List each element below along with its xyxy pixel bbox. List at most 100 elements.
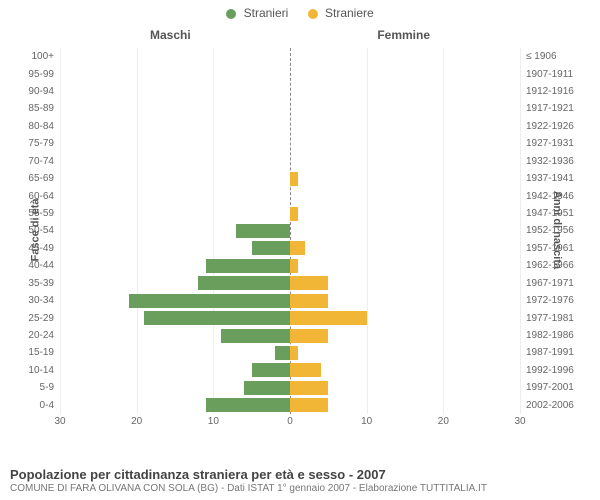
chart-subtitle: COMUNE DI FARA OLIVANA CON SOLA (BG) - D…	[10, 483, 590, 494]
birth-label: 1977-1981	[520, 313, 574, 324]
bar-male	[252, 241, 290, 255]
bar-female	[290, 329, 328, 343]
plot-area: 100+≤ 190695-991907-191190-941912-191685…	[60, 48, 520, 414]
bar-female	[290, 346, 298, 360]
row: 10-141992-1996	[60, 362, 520, 379]
birth-label: 1912-1916	[520, 86, 574, 97]
bar-male	[206, 259, 290, 273]
row: 75-791927-1931	[60, 135, 520, 152]
row: 85-891917-1921	[60, 100, 520, 117]
row: 40-441962-1966	[60, 257, 520, 274]
birth-label: 1927-1931	[520, 138, 574, 149]
legend-label-male: Stranieri	[244, 6, 289, 20]
birth-label: 1952-1956	[520, 225, 574, 236]
birth-label: 1922-1926	[520, 121, 574, 132]
age-label: 95-99	[28, 69, 60, 80]
bar-male	[129, 294, 290, 308]
age-label: 70-74	[28, 156, 60, 167]
age-label: 75-79	[28, 138, 60, 149]
age-label: 25-29	[28, 313, 60, 324]
bar-female	[290, 398, 328, 412]
x-tick: 10	[361, 416, 372, 427]
row: 35-391967-1971	[60, 275, 520, 292]
age-label: 55-59	[28, 208, 60, 219]
birth-label: 1972-1976	[520, 295, 574, 306]
age-label: 20-24	[28, 330, 60, 341]
age-label: 60-64	[28, 191, 60, 202]
age-label: 35-39	[28, 278, 60, 289]
legend-label-female: Straniere	[325, 6, 374, 20]
bar-female	[290, 207, 298, 221]
bar-female	[290, 311, 367, 325]
x-axis: 3020100102030	[60, 416, 520, 430]
age-label: 0-4	[40, 400, 60, 411]
age-label: 15-19	[28, 347, 60, 358]
birth-label: 1947-1951	[520, 208, 574, 219]
row: 50-541952-1956	[60, 222, 520, 239]
bar-male	[144, 311, 290, 325]
bar-male	[206, 398, 290, 412]
bar-male	[198, 276, 290, 290]
birth-label: 2002-2006	[520, 400, 574, 411]
row: 5-91997-2001	[60, 379, 520, 396]
side-title-right: Femmine	[377, 28, 430, 42]
row: 100+≤ 1906	[60, 48, 520, 65]
age-label: 90-94	[28, 86, 60, 97]
birth-label: 1907-1911	[520, 69, 573, 80]
x-tick: 30	[54, 416, 65, 427]
birth-label: 1992-1996	[520, 365, 574, 376]
bar-female	[290, 172, 298, 186]
age-label: 30-34	[28, 295, 60, 306]
row: 25-291977-1981	[60, 309, 520, 326]
age-label: 100+	[31, 51, 60, 62]
birth-label: 1942-1946	[520, 191, 574, 202]
row: 95-991907-1911	[60, 65, 520, 82]
bar-female	[290, 381, 328, 395]
age-label: 50-54	[28, 225, 60, 236]
legend-male: Stranieri	[226, 6, 288, 20]
x-tick: 0	[287, 416, 293, 427]
row: 55-591947-1951	[60, 205, 520, 222]
birth-label: 1982-1986	[520, 330, 574, 341]
birth-label: 1957-1961	[520, 243, 574, 254]
chart-title: Popolazione per cittadinanza straniera p…	[10, 467, 590, 482]
age-label: 80-84	[28, 121, 60, 132]
bar-female	[290, 241, 305, 255]
legend: Stranieri Straniere	[0, 0, 600, 20]
bar-male	[221, 329, 290, 343]
age-label: 65-69	[28, 173, 60, 184]
bar-male	[275, 346, 290, 360]
birth-label: 1997-2001	[520, 382, 574, 393]
birth-label: 1967-1971	[520, 278, 574, 289]
row: 15-191987-1991	[60, 344, 520, 361]
chart-container: Stranieri Straniere Maschi Femmine Fasce…	[0, 0, 600, 500]
legend-female: Straniere	[308, 6, 374, 20]
row: 70-741932-1936	[60, 153, 520, 170]
x-tick: 20	[438, 416, 449, 427]
bar-male	[252, 363, 290, 377]
row: 65-691937-1941	[60, 170, 520, 187]
legend-swatch-male	[226, 9, 236, 19]
bar-female	[290, 259, 298, 273]
birth-label: 1932-1936	[520, 156, 574, 167]
bar-female	[290, 363, 321, 377]
x-tick: 10	[208, 416, 219, 427]
age-label: 45-49	[28, 243, 60, 254]
side-title-left: Maschi	[150, 28, 191, 42]
x-tick: 20	[131, 416, 142, 427]
row: 60-641942-1946	[60, 187, 520, 204]
row: 20-241982-1986	[60, 327, 520, 344]
age-label: 40-44	[28, 260, 60, 271]
bar-male	[244, 381, 290, 395]
row: 30-341972-1976	[60, 292, 520, 309]
age-label: 85-89	[28, 103, 60, 114]
bar-female	[290, 294, 328, 308]
legend-swatch-female	[308, 9, 318, 19]
bar-female	[290, 276, 328, 290]
bar-male	[236, 224, 290, 238]
chart-area: Maschi Femmine Fasce di età Anni di nasc…	[0, 20, 600, 440]
birth-label: ≤ 1906	[520, 51, 557, 62]
row: 80-841922-1926	[60, 118, 520, 135]
footer: Popolazione per cittadinanza straniera p…	[10, 467, 590, 494]
row: 45-491957-1961	[60, 240, 520, 257]
